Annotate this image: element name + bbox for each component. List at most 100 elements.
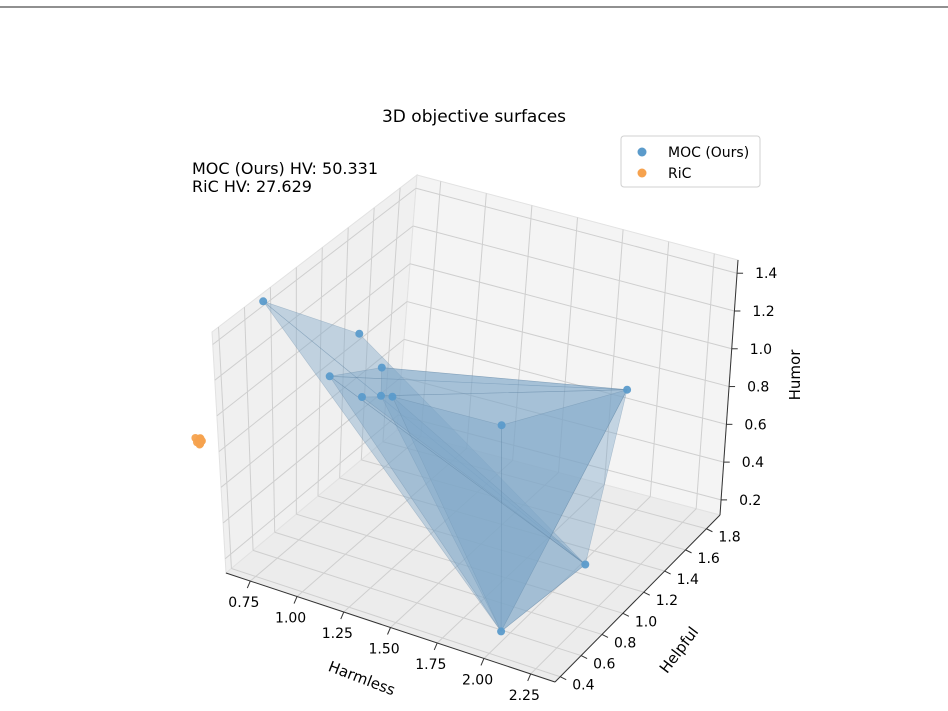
moc-point-10 <box>497 627 506 636</box>
y-tick-mark-2 <box>601 633 609 638</box>
grid-y-left-1 <box>243 307 254 551</box>
moc-point-8 <box>623 385 632 394</box>
legend-box <box>620 135 761 188</box>
x-tick-mark-6 <box>527 673 532 682</box>
grid-y-floor-3 <box>296 513 624 614</box>
grid-x-floor-0 <box>249 435 422 582</box>
z-tick-label-5: 1.2 <box>752 304 774 320</box>
ric-point-8 <box>196 439 205 448</box>
y-tick-mark-6 <box>685 549 692 554</box>
y-tick-label-2: 0.8 <box>614 635 636 651</box>
grid-x-back-2 <box>512 205 533 461</box>
grid-y-left-0 <box>217 327 232 569</box>
grid-y-floor-1 <box>252 549 582 657</box>
data-points <box>191 297 632 636</box>
grid-z-back-3 <box>406 301 730 388</box>
grid-x-floor-5 <box>483 496 651 659</box>
surface-triangle-4 <box>380 367 628 397</box>
x-tick-mark-0 <box>246 580 251 589</box>
legend-marker-moc <box>637 147 647 157</box>
grid-z-back-1 <box>401 376 724 463</box>
moc-point-0 <box>259 297 268 306</box>
legend-label-ric: RiC <box>668 166 692 182</box>
x-tick-label-1: 1.00 <box>275 611 306 627</box>
legend: MOC (Ours) RiC <box>620 135 761 188</box>
y-tick-label-7: 1.8 <box>718 530 740 546</box>
x-tick-mark-5 <box>480 658 485 666</box>
grid-y-floor-7 <box>382 441 707 530</box>
z-tick-label-1: 0.4 <box>742 455 764 471</box>
moc-point-7 <box>497 421 506 430</box>
grid-x-floor-4 <box>436 484 605 644</box>
moc-point-5 <box>358 393 366 401</box>
y-tick-mark-3 <box>622 612 630 617</box>
grid-x-back-0 <box>420 181 442 437</box>
grid-y-left-7 <box>382 187 401 442</box>
x-tick-label-2: 1.25 <box>322 626 353 642</box>
y-tick-label-3: 1.0 <box>635 614 657 630</box>
grid-z-left-1 <box>222 376 402 524</box>
moc-point-2 <box>325 372 334 381</box>
grid-z-left-2 <box>220 338 405 488</box>
surface-triangle-5 <box>380 389 628 633</box>
x-ticks: 0.75 1.00 1.25 1.50 1.75 2.00 2.25 <box>228 580 540 704</box>
grid-y-left-4 <box>317 247 323 497</box>
z-tick-label-3: 0.8 <box>747 380 769 396</box>
x-tick-label-6: 2.25 <box>509 688 540 704</box>
moc-point-6 <box>388 392 397 401</box>
grid-x-floor-3 <box>390 472 559 628</box>
y-ticks: 0.4 0.6 0.8 1.0 1.2 1.4 1.6 1.8 <box>559 528 741 694</box>
x-tick-label-5: 2.00 <box>462 672 493 688</box>
hv-annotation-moc: MOC (Ours) HV: 50.331 <box>192 159 378 178</box>
x-tick-mark-3 <box>387 627 391 635</box>
grid-z-back-2 <box>403 338 727 425</box>
y-tick-label-4: 1.2 <box>656 593 678 609</box>
x-axis-label: Harmless <box>326 657 398 699</box>
x-tick-mark-1 <box>293 596 298 604</box>
moc-point-4 <box>377 391 385 400</box>
y-tick-mark-7 <box>706 528 713 533</box>
hv-annotation-ric: RiC HV: 27.629 <box>192 177 312 196</box>
z-tick-label-4: 1.0 <box>750 342 772 358</box>
grid-x-back-1 <box>466 193 487 449</box>
grid-x-back-3 <box>558 217 578 473</box>
z-axis-line <box>719 259 739 516</box>
grid-y-left-5 <box>339 227 349 478</box>
y-tick-label-0: 0.4 <box>572 678 594 694</box>
y-axis-label: Helpful <box>656 623 702 676</box>
grid-y-floor-5 <box>339 477 665 572</box>
y-tick-label-6: 1.6 <box>698 551 720 567</box>
grid-x-floor-6 <box>530 508 697 675</box>
grid-x-floor-1 <box>296 447 468 597</box>
legend-label-moc: MOC (Ours) <box>668 145 749 161</box>
grid-z-back-0 <box>398 414 722 501</box>
grid-y-left-2 <box>269 287 276 533</box>
surface-triangle-9 <box>329 376 586 632</box>
grid-z-left-0 <box>224 414 399 560</box>
moc-surface <box>262 301 628 633</box>
x-tick-label-4: 1.75 <box>415 657 446 673</box>
y-tick-mark-0 <box>559 676 567 681</box>
grid-lines <box>212 181 738 678</box>
grid-y-floor-2 <box>274 531 603 635</box>
grid-y-floor-0 <box>231 567 561 678</box>
grid-z-back-4 <box>409 263 732 350</box>
moc-point-3 <box>377 363 386 372</box>
x-tick-mark-4 <box>433 642 438 651</box>
z-tick-label-2: 0.6 <box>744 417 766 433</box>
grid-z-left-4 <box>216 263 411 417</box>
grid-z-left-3 <box>218 301 408 452</box>
y-tick-label-5: 1.4 <box>677 572 699 588</box>
grid-z-left-5 <box>214 225 414 381</box>
z-tick-label-6: 1.4 <box>755 266 777 282</box>
x-tick-mark-2 <box>340 611 345 620</box>
y-tick-mark-5 <box>664 570 671 575</box>
y-tick-label-1: 0.6 <box>593 657 615 673</box>
grid-z-left-6 <box>212 187 417 345</box>
x-tick-label-3: 1.50 <box>369 642 400 658</box>
legend-marker-ric <box>637 168 647 178</box>
chart-title: 3D objective surfaces <box>382 107 566 127</box>
y-tick-mark-4 <box>643 591 650 596</box>
grid-x-floor-2 <box>343 460 513 613</box>
